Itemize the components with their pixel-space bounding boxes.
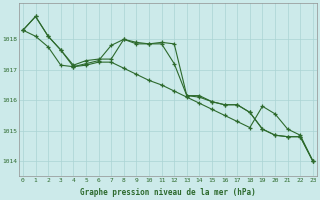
X-axis label: Graphe pression niveau de la mer (hPa): Graphe pression niveau de la mer (hPa) <box>80 188 256 197</box>
